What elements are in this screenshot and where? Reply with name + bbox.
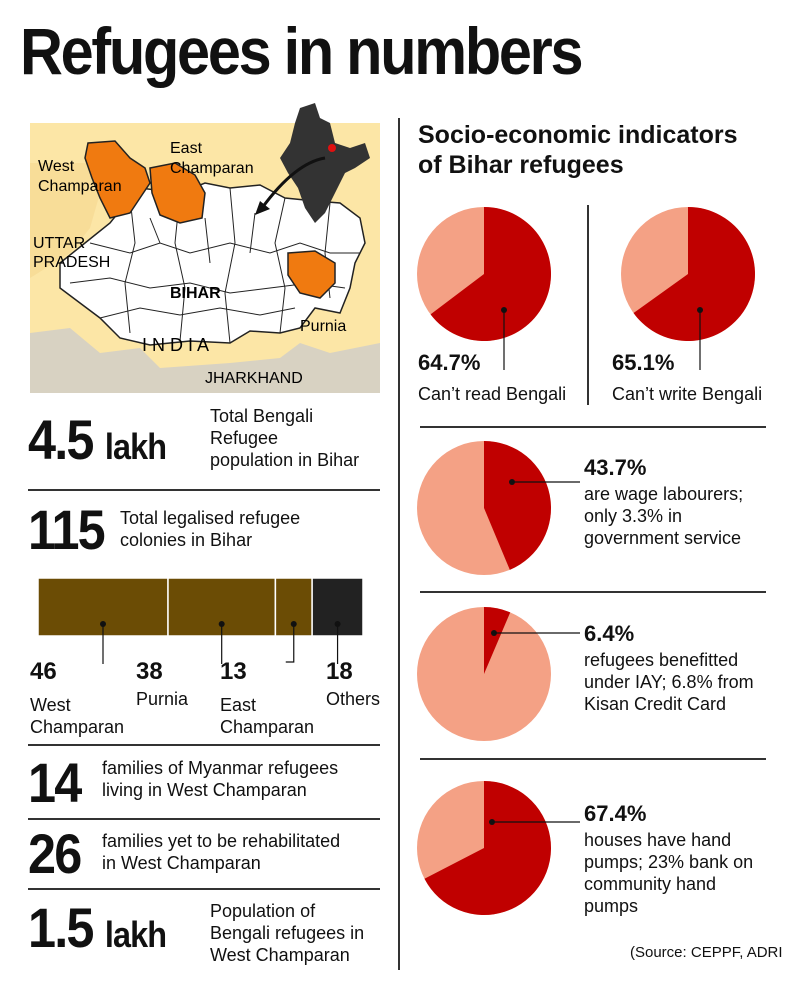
- desc-line: in West Champaran: [102, 853, 261, 873]
- page-title: Refugees in numbers: [20, 14, 584, 88]
- divider: [420, 591, 766, 593]
- bar-value-label: 46: [30, 658, 57, 685]
- desc-line: Bengali refugees in: [210, 923, 365, 943]
- divider: [28, 818, 380, 820]
- stat-west-champaran-pop-desc: Population of Bengali refugees in West C…: [210, 900, 364, 966]
- desc-line: Refugee: [210, 428, 279, 448]
- bar-value-label: 38: [136, 658, 163, 685]
- map-bihar-marker: [328, 144, 336, 152]
- pie-description: Can’t read Bengali: [418, 384, 567, 404]
- bar-leader: [285, 624, 295, 663]
- pie-charts: [417, 207, 755, 916]
- pie-value-label: 43.7%: [584, 455, 647, 480]
- map-jharkhand-region: [30, 328, 380, 393]
- stat-total-population-unit: lakh: [104, 426, 167, 467]
- map-arrowhead: [255, 201, 270, 215]
- map-label-west-champaran-1: West: [38, 158, 75, 175]
- map-label-up-1: UTTAR: [33, 235, 85, 252]
- desc-line: living in West Champaran: [102, 780, 307, 800]
- divider: [28, 489, 380, 491]
- bar-category-label: West Champaran: [30, 695, 125, 737]
- bar-value-label: 18: [326, 658, 353, 685]
- pie-slice: [484, 607, 511, 674]
- bar-category-label: East Champaran: [220, 695, 315, 737]
- map-label-up-2: PRADESH: [33, 254, 110, 271]
- bar-category-label: Purnia: [136, 689, 189, 709]
- map-label-india: I N D I A: [142, 335, 209, 355]
- pie-value-label: 6.4%: [584, 621, 635, 646]
- pie-slice: [633, 207, 755, 341]
- map-label-jharkhand: JHARKHAND: [205, 370, 303, 387]
- map-label-east-champaran-1: East: [170, 140, 203, 157]
- map-west-champaran: [84, 140, 151, 219]
- stat-total-population-number: 4.5: [28, 408, 94, 471]
- stat-total-population-value: 4.5 lakh: [28, 412, 167, 468]
- pie-slice: [484, 441, 551, 570]
- source-note: (Source: CEPPF, ADRI: [630, 944, 783, 961]
- desc-line: families yet to be rehabilitated: [102, 831, 341, 851]
- colonies-stacked-bar: [38, 577, 364, 664]
- stat-colonies-desc: Total legalised refugee colonies in Biha…: [120, 507, 300, 551]
- bar-category-label: Others: [326, 689, 381, 709]
- stat-myanmar-desc: families of Myanmar refugees living in W…: [102, 757, 338, 801]
- desc-line: Total Bengali: [210, 406, 314, 426]
- pie-section-title: Socio-economic indicators of Bihar refug…: [418, 120, 738, 180]
- desc-line: Population of: [210, 901, 316, 921]
- map-label-bihar: BIHAR: [170, 285, 221, 302]
- pie-slice: [430, 207, 551, 341]
- desc-line: West Champaran: [210, 945, 350, 965]
- pie-description: Can’t write Bengali: [612, 384, 763, 404]
- bihar-map: West Champaran East Champaran UTTAR PRAD…: [30, 103, 380, 393]
- pie-value-label: 67.4%: [584, 801, 647, 826]
- desc-line: families of Myanmar refugees: [102, 758, 339, 778]
- stat-colonies-value: 115: [28, 498, 106, 561]
- pie-description: refugees benefitted under IAY; 6.8% from K…: [584, 650, 754, 714]
- desc-line: Total legalised refugee: [120, 508, 301, 528]
- map-district-lines: [69, 187, 360, 344]
- column-divider: [398, 118, 400, 970]
- pie-value-label: 65.1%: [612, 350, 675, 375]
- stat-west-champaran-pop-value: 1.5 lakh: [28, 900, 167, 956]
- pie-section-title-line: Socio-economic indicators: [418, 121, 738, 149]
- pie-divider: [587, 205, 589, 405]
- stat-not-rehabilitated-desc: families yet to be rehabilitated in West…: [102, 830, 340, 874]
- map-label-east-champaran-2: Champaran: [170, 160, 254, 177]
- divider: [420, 758, 766, 760]
- map-east-champaran: [149, 162, 206, 224]
- stat-myanmar-value: 14: [28, 751, 82, 814]
- desc-line: population in Bihar: [210, 450, 360, 470]
- stat-total-population-desc: Total Bengali Refugee population in Biha…: [210, 405, 359, 471]
- map-label-purnia: Purnia: [300, 318, 346, 335]
- stat-west-champaran-pop-unit: lakh: [104, 914, 167, 955]
- pie-value-label: 64.7%: [418, 350, 481, 375]
- divider: [420, 426, 766, 428]
- map-purnia: [287, 250, 336, 299]
- divider: [28, 744, 380, 746]
- stat-west-champaran-pop-number: 1.5: [28, 896, 94, 959]
- desc-line: colonies in Bihar: [120, 530, 253, 550]
- pie-section-title-line: of Bihar refugees: [418, 151, 624, 179]
- map-arrow: [260, 156, 326, 209]
- pie-slice: [424, 781, 551, 916]
- stat-not-rehabilitated-value: 26: [28, 822, 82, 885]
- pie-description: houses have hand pumps; 23% bank on commun…: [584, 830, 754, 916]
- bar-value-label: 13: [220, 658, 247, 685]
- map-label-west-champaran-2: Champaran: [38, 178, 122, 195]
- map-india-silhouette: [280, 103, 370, 223]
- divider: [28, 888, 380, 890]
- pie-description: are wage labourers; only 3.3% in governmen…: [584, 484, 744, 548]
